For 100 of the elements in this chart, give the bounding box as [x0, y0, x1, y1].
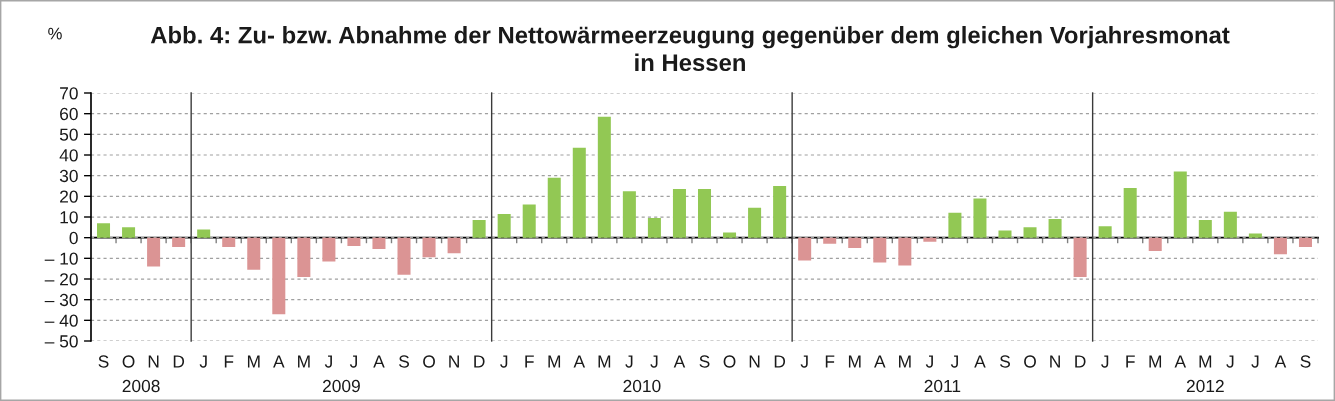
- x-tick-label: A: [373, 355, 385, 368]
- bar: [522, 204, 536, 238]
- y-tick-label: – 20: [44, 273, 78, 286]
- y-tick-label: 0: [69, 231, 78, 245]
- y-tick-label: 50: [59, 128, 78, 141]
- bar: [97, 223, 111, 238]
- y-tick-label: 60: [60, 107, 78, 121]
- x-tick-label: J: [1251, 355, 1259, 368]
- x-tick-label: A: [273, 355, 285, 368]
- bar: [497, 213, 511, 238]
- bar: [122, 227, 136, 238]
- x-tick-label: M: [247, 355, 260, 368]
- x-tick-label: J: [1226, 355, 1234, 368]
- bar: [1023, 227, 1037, 238]
- bar: [848, 237, 862, 248]
- y-tick-label: 30: [59, 169, 78, 183]
- x-tick-label: O: [122, 355, 135, 368]
- text: Abb. 4: Zu- bzw. Abnahme der Nettowärmeerzeugung gegenüber dem gleichen Vorjahresmonat in Hessen: [150, 26, 1230, 72]
- x-tick-label: J: [650, 355, 658, 368]
- x-tick-label: O: [723, 355, 736, 368]
- bar: [898, 237, 912, 266]
- x-tick-label: S: [399, 355, 409, 368]
- x-tick-label: N: [449, 355, 459, 368]
- bar: [1048, 219, 1062, 238]
- x-tick-label: F: [825, 355, 835, 368]
- bar: [1173, 171, 1187, 238]
- x-tick-label: D: [1075, 355, 1086, 368]
- x-tick-label: J: [625, 355, 633, 368]
- x-tick-label: J: [500, 355, 508, 368]
- x-tick-label: D: [774, 355, 786, 368]
- x-axis-title: 2010: [623, 379, 661, 393]
- x-tick-label: M: [1199, 355, 1212, 368]
- x-tick-label: J: [349, 355, 357, 368]
- y-tick-label: 20: [60, 190, 78, 203]
- bar: [773, 186, 787, 238]
- x-tick-label: S: [1300, 355, 1311, 368]
- x-tick-label: F: [1126, 355, 1135, 368]
- bar: [923, 237, 937, 242]
- bar: [948, 212, 962, 238]
- x-tick-label: J: [950, 355, 958, 368]
- x-tick-label: N: [148, 355, 159, 368]
- y-axis-title: %: [48, 27, 62, 40]
- x-tick-label: D: [173, 355, 185, 368]
- x-axis-title: 2008: [122, 379, 160, 393]
- bar: [1273, 237, 1287, 255]
- x-tick-label: A: [1174, 355, 1187, 368]
- bar: [1098, 226, 1112, 238]
- bar: [748, 207, 762, 238]
- x-tick-label: J: [324, 355, 332, 368]
- bar: [1148, 237, 1162, 252]
- bar: [1198, 220, 1212, 238]
- bar: [998, 230, 1012, 238]
- y-tick-label: 40: [59, 149, 78, 162]
- bar: [597, 116, 611, 238]
- x-tick-label: F: [525, 355, 534, 368]
- bar: [798, 237, 812, 261]
- x-axis-title: 2012: [1186, 379, 1224, 393]
- x-tick-label: S: [999, 355, 1010, 368]
- bar: [572, 147, 586, 238]
- x-tick-label: M: [548, 355, 561, 368]
- x-tick-label: M: [899, 355, 911, 368]
- x-tick-label: M: [298, 355, 310, 368]
- x-tick-label: N: [1050, 355, 1060, 368]
- y-tick-label: – 40: [44, 314, 78, 327]
- bar: [672, 189, 686, 238]
- bar: [647, 218, 661, 238]
- bar: [1298, 237, 1312, 247]
- x-tick-label: J: [925, 355, 933, 368]
- x-tick-label: F: [224, 355, 234, 368]
- bar: [1248, 233, 1262, 238]
- x-tick-label: A: [673, 355, 686, 368]
- bar: [622, 191, 636, 238]
- x-tick-label: M: [598, 355, 611, 368]
- y-tick-label: – 30: [44, 293, 78, 307]
- x-tick-label: O: [423, 355, 435, 368]
- x-tick-label: J: [1101, 355, 1109, 368]
- x-tick-label: O: [1024, 355, 1036, 368]
- x-tick-label: J: [199, 355, 207, 368]
- x-tick-label: D: [474, 355, 485, 368]
- x-tick-label: N: [749, 355, 760, 368]
- bar: [1223, 211, 1237, 238]
- x-tick-label: A: [874, 355, 886, 368]
- y-tick-label: 70: [60, 87, 78, 100]
- bar: [873, 237, 887, 263]
- x-axis-title: 2009: [322, 379, 360, 393]
- x-tick-label: J: [800, 355, 808, 368]
- y-tick-label: 10: [60, 211, 78, 224]
- x-axis-title: 2011: [924, 379, 961, 393]
- x-tick-label: A: [1274, 355, 1287, 368]
- bar: [973, 198, 987, 238]
- x-tick-label: S: [98, 355, 109, 368]
- y-tick-label: – 50: [44, 335, 78, 348]
- bar: [1073, 237, 1087, 277]
- bar: [823, 237, 837, 244]
- y-tick-label: – 10: [44, 252, 78, 265]
- x-tick-label: M: [848, 355, 861, 368]
- x-tick-label: A: [974, 355, 986, 368]
- bar: [147, 237, 161, 267]
- bar: [1123, 188, 1137, 238]
- bar: [547, 177, 561, 238]
